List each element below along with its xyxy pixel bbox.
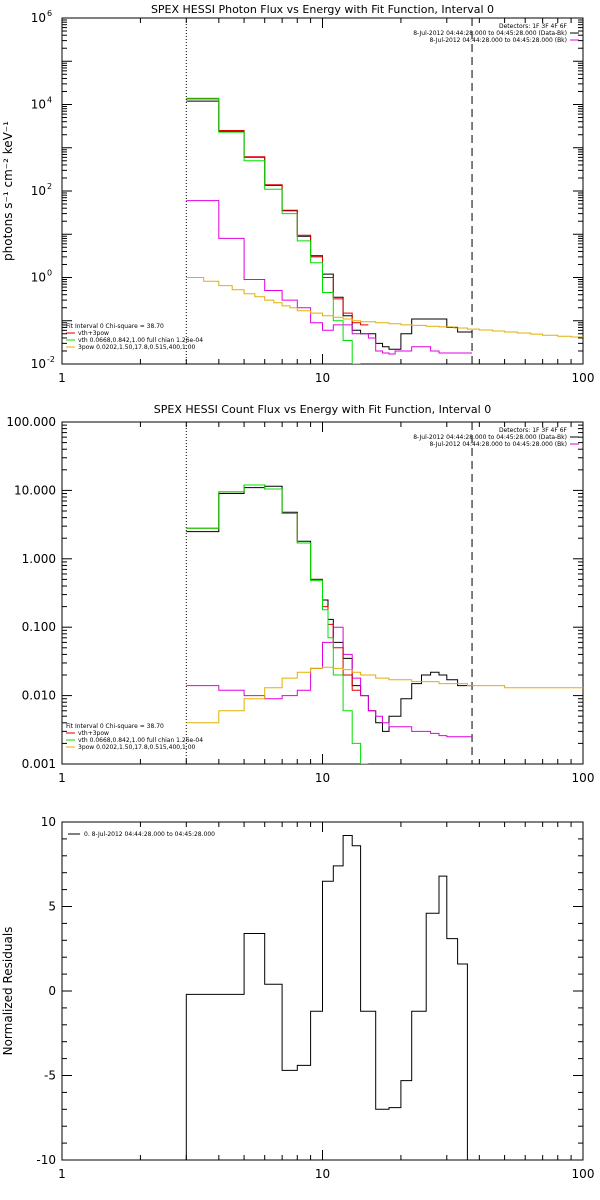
legend-entry: 8-Jul-2012 04:44:28.000 to 04:45:28.000 … <box>413 434 567 441</box>
x-tick-label: 1 <box>58 771 66 785</box>
x-tick-label: 1 <box>58 371 66 385</box>
legend-entry: Fit Interval 0 Chi-square = 38.70 <box>66 323 164 330</box>
x-tick-label: 1 <box>58 1167 66 1181</box>
series-line-2 <box>186 200 472 355</box>
legend-entry: 3pow 0.0202,1.50,17.8,0.515,400,1.00 <box>78 744 196 751</box>
legend-entry: Fit Interval 0 Chi-square = 38.70 <box>66 723 164 730</box>
y-tick-label: 5 <box>48 900 56 914</box>
series-line-3 <box>186 98 369 326</box>
y-tick-label: 0.010 <box>22 689 56 703</box>
series-line-1 <box>186 100 472 350</box>
series-line-5 <box>186 666 583 724</box>
series-line-5 <box>186 277 583 338</box>
y-tick-exponent: 2 <box>47 182 52 191</box>
y-tick-label: 10 <box>41 815 56 829</box>
chart-title: SPEX HESSI Photon Flux vs Energy with Fi… <box>151 3 494 16</box>
y-tick-label: 100.000 <box>6 415 56 429</box>
x-tick-label: 100 <box>572 371 595 385</box>
y-tick-label: 0.100 <box>22 620 56 634</box>
y-tick-exponent: 0 <box>47 269 52 278</box>
y-axis-label: photons s⁻¹ cm⁻² keV⁻¹ <box>1 121 15 261</box>
legend-entry: 8-Jul-2012 04:44:28.000 to 04:45:28.000 … <box>429 37 567 44</box>
y-tick-exponent: 6 <box>47 9 52 18</box>
y-axis-label: Normalized Residuals <box>1 927 15 1056</box>
series-line-4 <box>186 97 361 364</box>
legend-entry: vth+3pow <box>78 330 109 337</box>
legend-entry: 0. 8-Jul-2012 04:44:28.000 to 04:45:28.0… <box>84 831 215 838</box>
y-tick-label: 1.000 <box>22 552 56 566</box>
legend-entry: vth 0.0668,0.842,1.00 full chian 1.26e-0… <box>78 337 203 344</box>
series-line-4 <box>186 484 369 764</box>
legend-entry: vth 0.0668,0.842,1.00 full chian 1.26e-0… <box>78 737 203 744</box>
series-line-2 <box>186 626 472 738</box>
x-tick-label: 100 <box>572 1167 595 1181</box>
legend-entry: 8-Jul-2012 04:44:28.000 to 04:45:28.000 … <box>429 441 567 448</box>
y-tick-label: -5 <box>44 1069 56 1083</box>
series-line-1 <box>186 485 472 732</box>
y-tick-label: 10 <box>31 357 46 371</box>
x-tick-label: 10 <box>315 771 330 785</box>
panel-3: 1 10 100 -10 -5 0 5 10 Normalized Residuals 0. 8-… <box>1 815 594 1181</box>
legend-entry: 8-Jul-2012 04:44:28.000 to 04:45:28.000 … <box>413 30 567 37</box>
y-tick-label: 0.001 <box>22 757 56 771</box>
x-tick-label: 10 <box>315 371 330 385</box>
panel-1: SPEX HESSI Photon Flux vs Energy with Fi… <box>1 3 594 385</box>
y-tick-label: 10 <box>31 184 46 198</box>
y-tick-exponent: 4 <box>47 96 52 105</box>
x-tick-label: 10 <box>315 1167 330 1181</box>
legend-entry: Detectors: 1F 3F 4F 6F <box>499 427 568 434</box>
y-tick-label: 10 <box>31 98 46 112</box>
x-tick-label: 100 <box>572 771 595 785</box>
series-line-1 <box>185 835 468 1160</box>
y-tick-exponent: -2 <box>47 355 55 364</box>
y-tick-label: 0 <box>48 984 56 998</box>
legend-entry: Detectors: 1F 3F 4F 6F <box>499 23 568 30</box>
series-group <box>186 97 583 364</box>
series-group <box>186 484 583 764</box>
y-tick-label: 10 <box>31 11 46 25</box>
y-tick-label: 10.000 <box>14 483 56 497</box>
y-tick-label: 10 <box>31 271 46 285</box>
series-group <box>185 835 468 1160</box>
legend-entry: vth+3pow <box>78 730 109 737</box>
chart-title: SPEX HESSI Count Flux vs Energy with Fit… <box>154 403 491 416</box>
plot-frame <box>61 17 584 365</box>
series-line-3 <box>186 484 361 691</box>
legend-entry: 3pow 0.0202,1.50,17.8,0.515,400,1.00 <box>78 344 196 351</box>
panel-2: SPEX HESSI Count Flux vs Energy with Fit… <box>6 403 594 785</box>
y-tick-label: -10 <box>36 1153 56 1167</box>
